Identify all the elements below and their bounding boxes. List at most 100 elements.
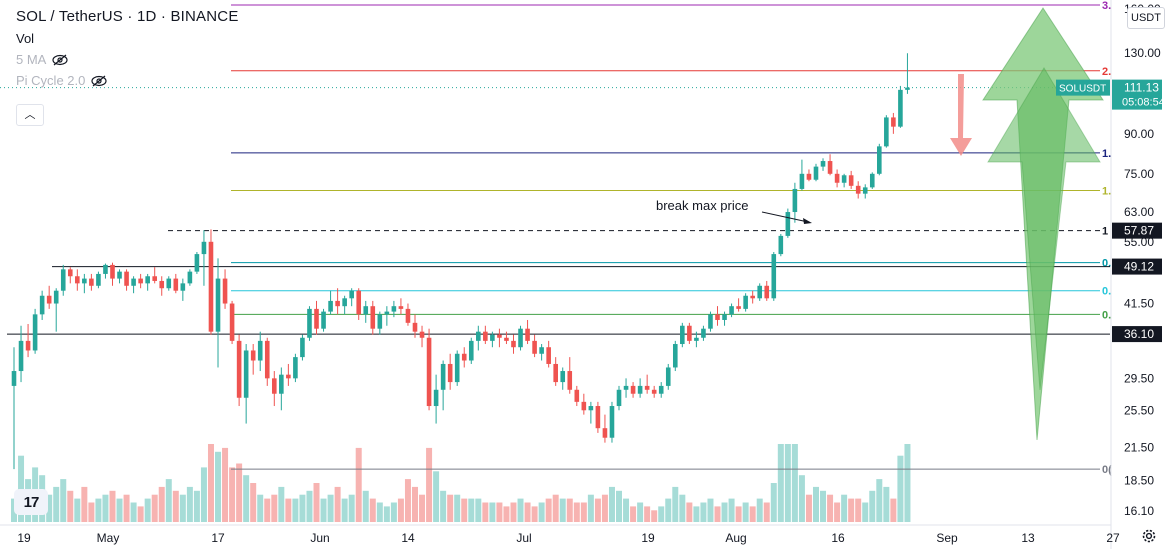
volume-bar [158, 486, 165, 522]
candle [440, 360, 446, 411]
volume-bar [243, 475, 250, 522]
candle-body [173, 278, 179, 291]
level-label-text: 57.87 [1124, 224, 1154, 238]
price-tick-label: 18.50 [1124, 474, 1154, 488]
volume-bar [658, 506, 665, 522]
volume-bar [144, 498, 151, 522]
eye-slash-icon[interactable] [52, 54, 68, 66]
candle-body [314, 308, 319, 329]
drawing-arrows [950, 7, 1104, 441]
indicator-pi-cycle[interactable]: Pi Cycle 2.0 [16, 73, 239, 88]
volume-bar [517, 498, 524, 522]
candle-body [546, 347, 551, 364]
gear-icon[interactable] [1140, 527, 1158, 545]
candle-body [715, 314, 720, 320]
candle [616, 385, 622, 411]
volume-bar [784, 444, 791, 522]
volume-bar [397, 498, 404, 522]
candle [89, 273, 94, 291]
fib-level-label: 1 [1102, 226, 1108, 238]
volume-bar [454, 494, 461, 522]
candle [131, 276, 136, 294]
currency-button[interactable]: USDT [1127, 7, 1165, 29]
candle-body [672, 344, 678, 368]
volume-bar [95, 498, 102, 522]
volume-bar [475, 498, 482, 522]
candle-body [630, 385, 636, 394]
time-tick-label: 14 [401, 531, 415, 545]
volume-bar [552, 494, 559, 522]
volume-bar [313, 483, 320, 522]
volume-bar [137, 506, 144, 522]
candle [370, 300, 376, 335]
volume-bar [714, 506, 721, 522]
candle-body [279, 374, 284, 394]
candle-body [419, 331, 425, 338]
volume-bar [306, 490, 313, 522]
volume-bar [623, 498, 630, 522]
candle-body [490, 334, 495, 341]
candle-body [384, 311, 390, 315]
indicator-ma[interactable]: 5 MA [16, 52, 239, 67]
volume-bar [461, 498, 468, 522]
candle [67, 267, 73, 284]
candle [623, 378, 629, 398]
eye-slash-icon[interactable] [91, 75, 107, 87]
candle-body [286, 374, 291, 379]
volume-bar [820, 490, 827, 522]
candle [349, 288, 354, 307]
candle-body [152, 276, 157, 281]
candle [574, 385, 580, 407]
volume-bar [742, 502, 749, 522]
candle-body [532, 340, 537, 354]
candle [356, 288, 362, 320]
fib-level-label: 3. [1102, 0, 1111, 12]
candle-body [103, 264, 108, 274]
candle-body [525, 328, 530, 341]
candle-body [623, 385, 629, 390]
chevron-up-icon[interactable]: ︿ [16, 104, 44, 126]
candle [602, 414, 608, 443]
candle [271, 371, 277, 407]
candle-body [757, 285, 763, 299]
candle-body [729, 306, 734, 315]
candle [476, 325, 481, 351]
candle [145, 273, 150, 291]
volume-bar [348, 494, 355, 522]
volume-bar [447, 494, 454, 522]
volume-bar [756, 498, 763, 522]
volume-bar [897, 455, 904, 522]
volume-bar [172, 490, 179, 522]
candle [834, 169, 840, 188]
candle [82, 273, 87, 294]
candle-body [46, 295, 52, 304]
candle-body [342, 298, 347, 307]
volume-label: Vol [16, 31, 35, 46]
tradingview-logo-icon[interactable]: 17 [14, 489, 48, 515]
candle [497, 328, 502, 348]
candle [32, 308, 38, 354]
candle-body [194, 254, 200, 272]
candle-body [293, 357, 298, 379]
candle [187, 269, 193, 286]
price-tick-label: 29.50 [1124, 371, 1154, 385]
candle [159, 276, 165, 296]
time-tick-label: 27 [1106, 531, 1120, 545]
candle-body [145, 276, 150, 284]
time-axis[interactable]: 19 May 17 Jun 14 Jul 19 Aug 16 Sep 13 27 [0, 524, 1120, 545]
red-down-arrow [950, 74, 972, 156]
candle-body [201, 241, 207, 255]
candle [827, 154, 833, 176]
price-axis[interactable]: 160.00130.0090.0075.0063.0055.0041.5029.… [1056, 0, 1165, 549]
candle [215, 258, 221, 368]
price-tag-text: 111.13 [1124, 81, 1159, 95]
break-max-price-annotation[interactable]: break max price [656, 198, 812, 224]
candle-body [616, 389, 622, 407]
volume-bar [587, 494, 594, 522]
candle [96, 271, 101, 289]
time-tick-label: Jul [516, 531, 531, 545]
candle-body [574, 389, 580, 402]
price-tick-label: 25.50 [1124, 403, 1154, 417]
time-tick-label: 19 [17, 531, 31, 545]
